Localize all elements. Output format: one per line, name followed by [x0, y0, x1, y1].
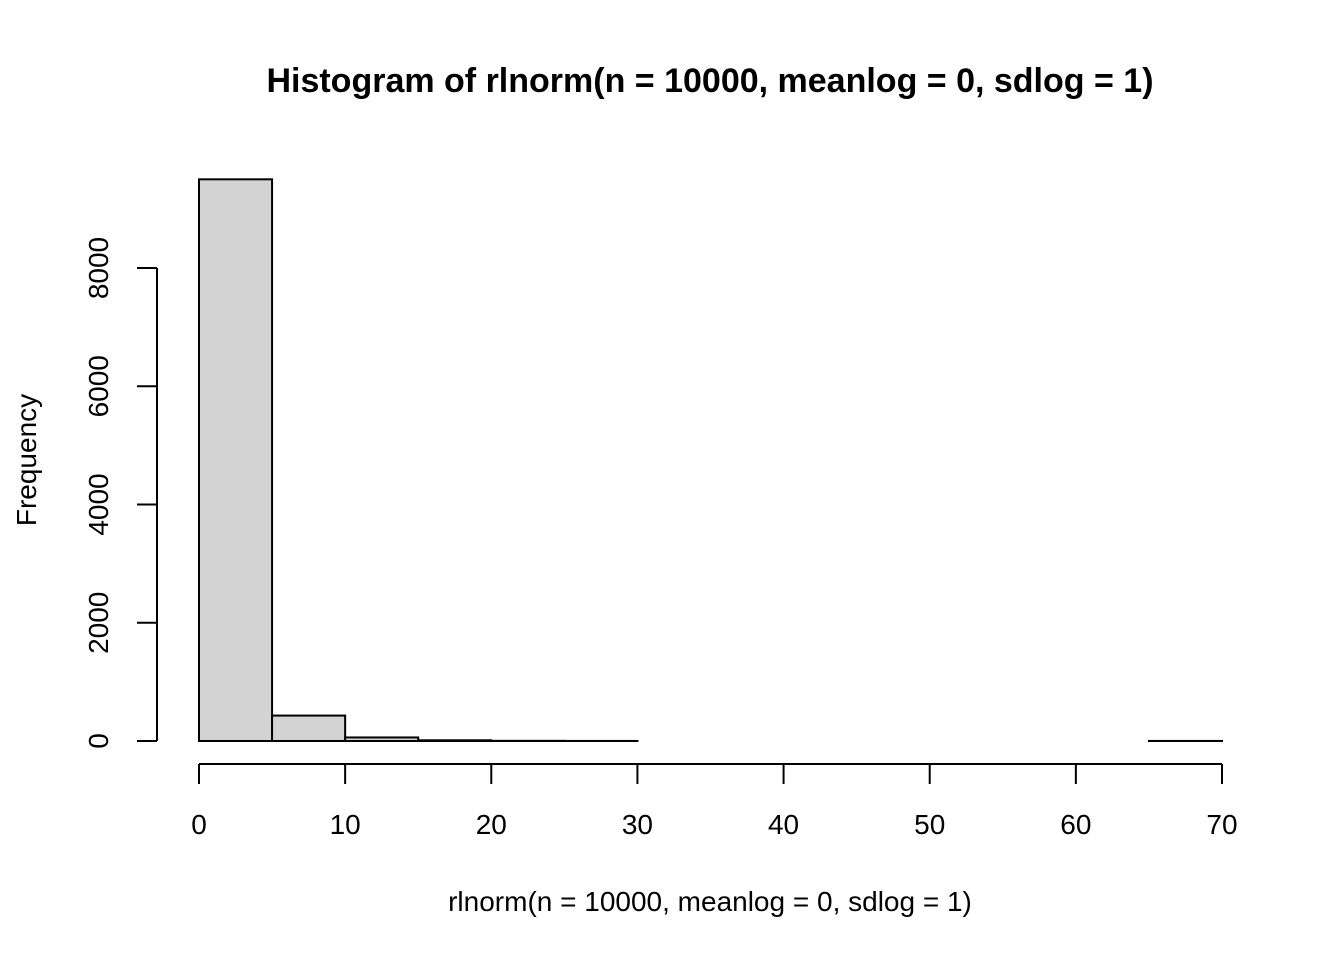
x-tick-label: 10 [330, 809, 361, 840]
y-tick-label: 4000 [83, 473, 114, 535]
x-tick-label: 40 [768, 809, 799, 840]
histogram-bar [271, 714, 347, 742]
x-tick-label: 20 [476, 809, 507, 840]
x-tick-label: 70 [1206, 809, 1237, 840]
x-tick-label: 50 [914, 809, 945, 840]
histogram-bar [198, 178, 274, 742]
x-tick-label: 0 [191, 809, 207, 840]
x-axis: 0 10 20 30 40 50 60 70 [191, 763, 1238, 840]
y-tick-label: 6000 [83, 355, 114, 417]
y-tick-label: 0 [83, 733, 114, 749]
chart-title: Histogram of rlnorm(n = 10000, meanlog =… [266, 62, 1153, 100]
y-axis-label: Frequency [11, 394, 42, 526]
x-axis-label: rlnorm(n = 10000, meanlog = 0, sdlog = 1… [448, 886, 972, 917]
histogram-bar [344, 736, 420, 743]
x-tick-label: 60 [1060, 809, 1091, 840]
y-tick-label: 2000 [83, 592, 114, 654]
x-tick-label: 30 [622, 809, 653, 840]
histogram-bars [198, 178, 1224, 743]
histogram-bar [417, 739, 493, 743]
y-axis: 0 2000 4000 6000 8000 [83, 237, 158, 749]
y-tick-label: 8000 [83, 237, 114, 299]
